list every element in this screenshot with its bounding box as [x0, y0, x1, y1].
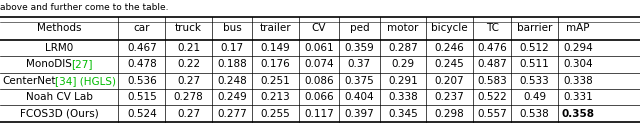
Text: 0.338: 0.338: [388, 92, 418, 102]
Text: truck: truck: [175, 23, 202, 33]
Text: 0.27: 0.27: [177, 76, 200, 86]
Text: ped: ped: [349, 23, 369, 33]
Text: 0.533: 0.533: [520, 76, 550, 86]
Text: LRM0: LRM0: [45, 43, 74, 53]
Text: 0.287: 0.287: [388, 43, 418, 53]
Text: mAP: mAP: [566, 23, 590, 33]
Text: 0.213: 0.213: [260, 92, 291, 102]
Text: CV: CV: [312, 23, 326, 33]
Text: car: car: [134, 23, 150, 33]
Text: Noah CV Lab: Noah CV Lab: [26, 92, 93, 102]
Text: 0.278: 0.278: [173, 92, 204, 102]
Text: 0.536: 0.536: [127, 76, 157, 86]
Text: 0.358: 0.358: [562, 109, 595, 119]
Text: 0.522: 0.522: [477, 92, 507, 102]
Text: 0.291: 0.291: [388, 76, 418, 86]
Text: 0.249: 0.249: [217, 92, 247, 102]
Text: 0.557: 0.557: [477, 109, 507, 119]
Text: bicycle: bicycle: [431, 23, 468, 33]
Text: 0.397: 0.397: [344, 109, 374, 119]
Text: 0.515: 0.515: [127, 92, 157, 102]
Text: 0.304: 0.304: [563, 59, 593, 69]
Text: MonoDIS: MonoDIS: [26, 59, 72, 69]
Text: 0.245: 0.245: [435, 59, 465, 69]
Text: 0.359: 0.359: [344, 43, 374, 53]
Text: FCOS3D (Ours): FCOS3D (Ours): [20, 109, 99, 119]
Text: 0.49: 0.49: [523, 92, 547, 102]
Text: 0.294: 0.294: [563, 43, 593, 53]
Text: barrier: barrier: [517, 23, 552, 33]
Text: 0.331: 0.331: [563, 92, 593, 102]
Text: 0.512: 0.512: [520, 43, 550, 53]
Text: 0.176: 0.176: [260, 59, 291, 69]
Text: Methods: Methods: [37, 23, 81, 33]
Text: above and further come to the table.: above and further come to the table.: [0, 3, 168, 12]
Text: 0.511: 0.511: [520, 59, 550, 69]
Text: bus: bus: [223, 23, 241, 33]
Text: 0.338: 0.338: [563, 76, 593, 86]
Text: 0.149: 0.149: [260, 43, 291, 53]
Text: 0.476: 0.476: [477, 43, 507, 53]
Text: 0.21: 0.21: [177, 43, 200, 53]
Text: 0.117: 0.117: [304, 109, 334, 119]
Text: 0.246: 0.246: [435, 43, 465, 53]
Text: 0.207: 0.207: [435, 76, 465, 86]
Text: 0.404: 0.404: [344, 92, 374, 102]
Text: 0.467: 0.467: [127, 43, 157, 53]
Text: 0.538: 0.538: [520, 109, 550, 119]
Text: CenterNet: CenterNet: [2, 76, 56, 86]
Text: 0.375: 0.375: [344, 76, 374, 86]
Text: [27]: [27]: [72, 59, 93, 69]
Text: motor: motor: [387, 23, 419, 33]
Text: 0.583: 0.583: [477, 76, 507, 86]
Text: TC: TC: [486, 23, 499, 33]
Text: 0.17: 0.17: [220, 43, 244, 53]
Text: 0.188: 0.188: [217, 59, 247, 69]
Text: 0.524: 0.524: [127, 109, 157, 119]
Text: 0.22: 0.22: [177, 59, 200, 69]
Text: 0.237: 0.237: [435, 92, 465, 102]
Text: 0.37: 0.37: [348, 59, 371, 69]
Text: 0.345: 0.345: [388, 109, 418, 119]
Text: 0.251: 0.251: [260, 76, 291, 86]
Text: 0.086: 0.086: [304, 76, 334, 86]
Text: 0.255: 0.255: [260, 109, 291, 119]
Text: trailer: trailer: [260, 23, 291, 33]
Text: 0.074: 0.074: [304, 59, 334, 69]
Text: 0.29: 0.29: [391, 59, 415, 69]
Text: [34] (HGLS): [34] (HGLS): [56, 76, 116, 86]
Text: 0.248: 0.248: [217, 76, 247, 86]
Text: 0.298: 0.298: [435, 109, 465, 119]
Text: 0.27: 0.27: [177, 109, 200, 119]
Text: 0.478: 0.478: [127, 59, 157, 69]
Text: 0.061: 0.061: [304, 43, 334, 53]
Text: 0.277: 0.277: [217, 109, 247, 119]
Text: 0.487: 0.487: [477, 59, 507, 69]
Text: 0.066: 0.066: [304, 92, 334, 102]
